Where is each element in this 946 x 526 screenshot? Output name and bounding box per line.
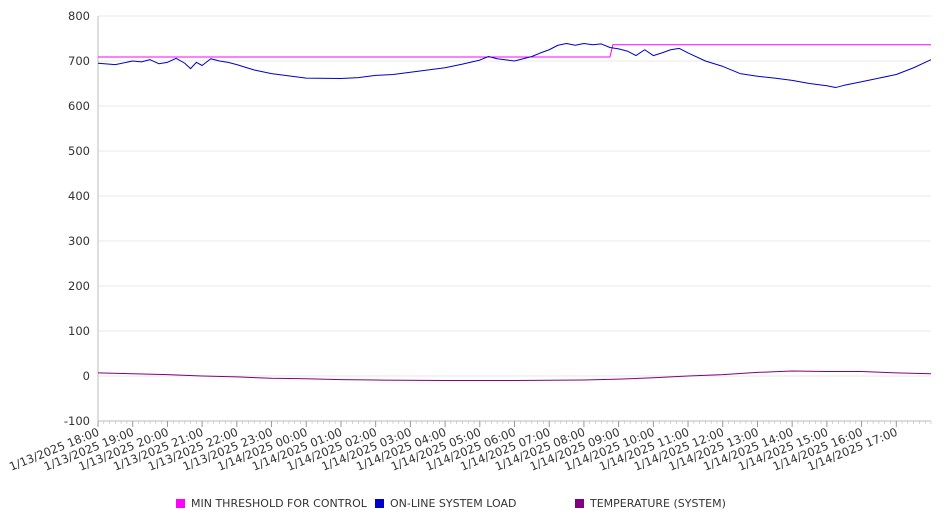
y-tick-label: 0 [83, 369, 90, 383]
series-line-0 [98, 44, 931, 58]
series-line-1 [97, 42, 932, 89]
legend-swatch-system-load [375, 499, 384, 508]
legend-item-min-threshold[interactable]: MIN THRESHOLD FOR CONTROL [176, 497, 367, 510]
y-tick-label: 400 [68, 189, 90, 203]
x-axis-tick-labels: 1/13/2025 18:001/13/2025 19:001/13/2025 … [7, 425, 899, 474]
y-tick-label: 600 [68, 99, 90, 113]
series-lines [97, 42, 932, 381]
legend-swatch-temperature [575, 499, 584, 508]
legend: MIN THRESHOLD FOR CONTROL ON-LINE SYSTEM… [0, 497, 946, 517]
y-tick-label: 500 [68, 144, 90, 158]
legend-label-min-threshold: MIN THRESHOLD FOR CONTROL [191, 497, 367, 510]
y-axis-tick-labels: 800 700 600 500 400 300 200 100 0 -100 [64, 9, 90, 428]
series-line-2 [97, 370, 932, 381]
legend-item-temperature[interactable]: TEMPERATURE (SYSTEM) [575, 497, 726, 510]
y-tick-label: 100 [68, 324, 90, 338]
gridlines [98, 15, 931, 422]
y-tick-label: 800 [68, 9, 90, 23]
legend-swatch-min-threshold [176, 499, 185, 508]
legend-item-system-load[interactable]: ON-LINE SYSTEM LOAD [375, 497, 516, 510]
y-tick-label: 300 [68, 234, 90, 248]
axes [97, 16, 932, 427]
y-tick-label: 200 [68, 279, 90, 293]
legend-label-system-load: ON-LINE SYSTEM LOAD [390, 497, 517, 510]
legend-label-temperature: TEMPERATURE (SYSTEM) [590, 497, 726, 510]
y-tick-label: 700 [68, 54, 90, 68]
y-tick-label: -100 [64, 414, 90, 428]
